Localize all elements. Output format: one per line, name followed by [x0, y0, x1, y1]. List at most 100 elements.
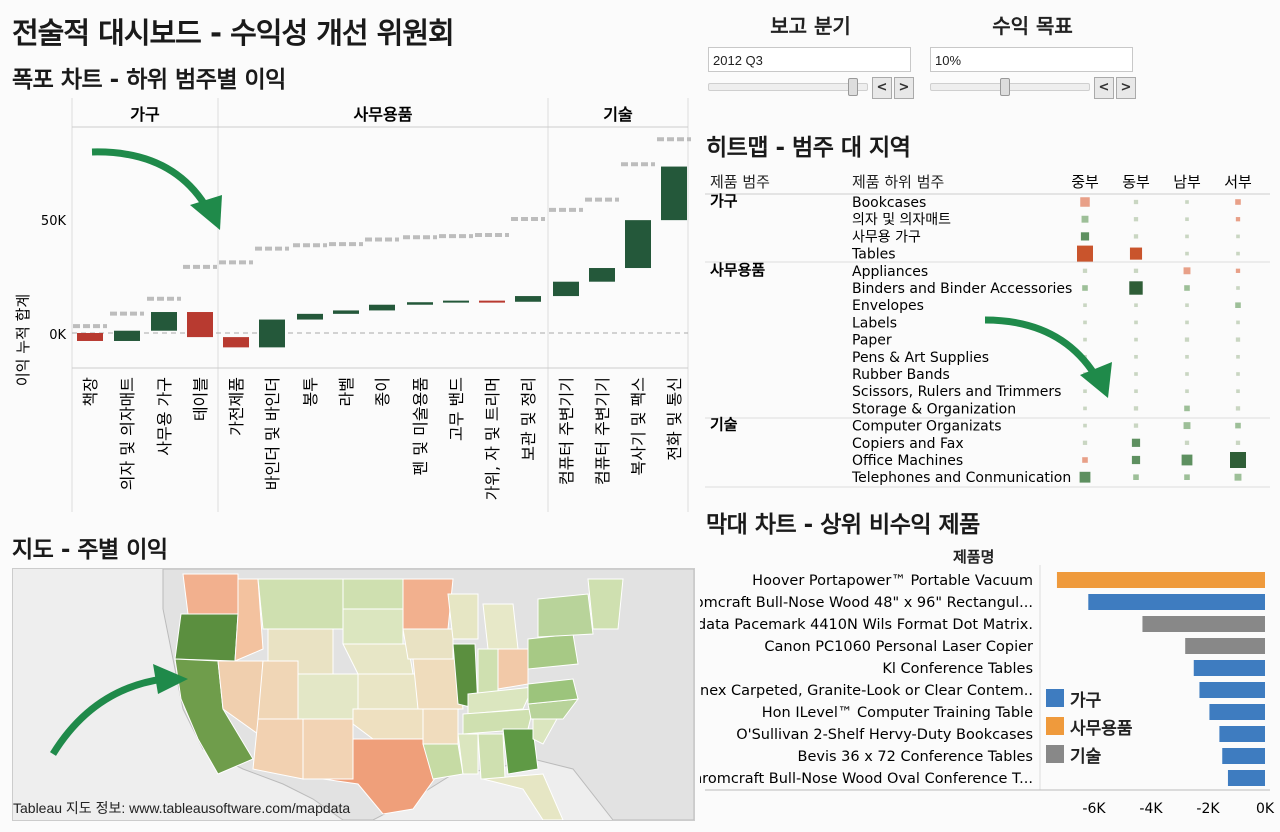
heatmap-cell[interactable]: [1083, 354, 1087, 359]
map-state-va[interactable]: [527, 678, 579, 705]
waterfall-bar[interactable]: [223, 337, 249, 348]
heatmap-cell[interactable]: [1185, 389, 1189, 394]
waterfall-bar[interactable]: [443, 300, 469, 303]
heatmap-cell[interactable]: [1083, 303, 1087, 308]
heatmap-cell[interactable]: [1133, 474, 1139, 480]
waterfall-bar[interactable]: [661, 166, 687, 221]
heatmap-cell[interactable]: [1080, 197, 1090, 207]
report-quarter-next-button[interactable]: >: [894, 77, 914, 99]
heatmap-cell[interactable]: [1083, 423, 1087, 428]
heatmap-cell[interactable]: [1236, 251, 1240, 256]
barchart-bar[interactable]: [1088, 594, 1265, 610]
heatmap-cell[interactable]: [1081, 215, 1089, 223]
heatmap-cell[interactable]: [1133, 217, 1139, 222]
heatmap-cell[interactable]: [1236, 372, 1240, 376]
waterfall-bar[interactable]: [187, 312, 213, 338]
map-state-id[interactable]: [234, 578, 264, 662]
heatmap-cell[interactable]: [1184, 337, 1190, 342]
waterfall-bar[interactable]: [625, 220, 651, 269]
heatmap-cell[interactable]: [1129, 281, 1143, 295]
heatmap-cell[interactable]: [1185, 251, 1189, 256]
profit-target-slider-thumb[interactable]: [1000, 78, 1010, 96]
heatmap-cell[interactable]: [1131, 438, 1141, 447]
heatmap-cell[interactable]: [1134, 337, 1138, 342]
profit-target-input[interactable]: 10%: [930, 47, 1133, 72]
heatmap-cell[interactable]: [1183, 267, 1191, 275]
report-quarter-input[interactable]: 2012 Q3: [708, 47, 911, 72]
heatmap-cell[interactable]: [1185, 200, 1189, 204]
profit-target-next-button[interactable]: >: [1116, 77, 1136, 99]
map-state-ne-states[interactable]: [587, 578, 624, 630]
heatmap-cell[interactable]: [1133, 423, 1139, 428]
heatmap-cell[interactable]: [1082, 457, 1088, 463]
heatmap-cell[interactable]: [1133, 234, 1139, 239]
barchart-bar[interactable]: [1227, 770, 1265, 786]
map-state-ky[interactable]: [467, 686, 534, 715]
heatmap-cell[interactable]: [1134, 320, 1138, 325]
heatmap-cell[interactable]: [1133, 268, 1139, 273]
barchart-bar[interactable]: [1199, 682, 1265, 698]
heatmap-cell[interactable]: [1082, 268, 1088, 273]
barchart-bar[interactable]: [1056, 572, 1265, 588]
report-quarter-slider-thumb[interactable]: [848, 78, 858, 96]
waterfall-bar[interactable]: [515, 296, 541, 302]
heatmap-cell[interactable]: [1129, 247, 1143, 260]
heatmap-cell[interactable]: [1184, 440, 1190, 445]
heatmap-cell[interactable]: [1083, 320, 1087, 325]
waterfall-bar[interactable]: [297, 313, 323, 320]
heatmap-cell[interactable]: [1236, 354, 1240, 359]
waterfall-bar[interactable]: [114, 330, 140, 341]
heatmap-cell[interactable]: [1236, 234, 1240, 239]
heatmap-cell[interactable]: [1133, 406, 1139, 411]
heatmap-cell[interactable]: [1185, 234, 1189, 239]
heatmap-cell[interactable]: [1083, 372, 1087, 376]
heatmap-cell[interactable]: [1083, 389, 1087, 394]
heatmap-cell[interactable]: [1181, 454, 1193, 466]
waterfall-bar[interactable]: [479, 300, 505, 303]
heatmap-cell[interactable]: [1083, 406, 1087, 411]
legend-item-furniture[interactable]: 가구: [1046, 684, 1133, 712]
map-state-ms[interactable]: [457, 733, 479, 775]
heatmap-cell[interactable]: [1236, 320, 1240, 325]
heatmap-cell[interactable]: [1184, 285, 1190, 291]
legend-item-office[interactable]: 사무용품: [1046, 712, 1133, 740]
heatmap-cell[interactable]: [1184, 474, 1190, 480]
heatmap-cell[interactable]: [1079, 471, 1091, 483]
heatmap-cell[interactable]: [1134, 389, 1138, 394]
waterfall-bar[interactable]: [407, 302, 433, 305]
heatmap-cell[interactable]: [1082, 285, 1088, 291]
heatmap-cell[interactable]: [1185, 320, 1189, 325]
map-state-ny[interactable]: [537, 593, 594, 638]
waterfall-bar[interactable]: [77, 333, 103, 341]
profit-target-slider-track[interactable]: [930, 83, 1090, 91]
heatmap-cell[interactable]: [1235, 268, 1241, 273]
heatmap-cell[interactable]: [1235, 422, 1241, 429]
waterfall-bar[interactable]: [151, 312, 177, 331]
heatmap-cell[interactable]: [1082, 440, 1088, 445]
heatmap-cell[interactable]: [1185, 303, 1189, 308]
heatmap-cell[interactable]: [1134, 372, 1138, 376]
barchart-bar[interactable]: [1142, 616, 1265, 632]
legend-item-tech[interactable]: 기술: [1046, 740, 1133, 768]
heatmap-cell[interactable]: [1235, 337, 1241, 342]
waterfall-bar[interactable]: [259, 319, 285, 348]
map-state-fl[interactable]: [482, 773, 564, 820]
map-state-ga[interactable]: [502, 728, 539, 775]
heatmap-cell[interactable]: [1230, 452, 1246, 468]
heatmap-cell[interactable]: [1184, 405, 1190, 412]
heatmap-cell[interactable]: [1235, 217, 1241, 222]
waterfall-bar[interactable]: [553, 281, 579, 297]
heatmap-cell[interactable]: [1185, 372, 1189, 376]
waterfall-bar[interactable]: [369, 304, 395, 311]
heatmap-cell[interactable]: [1134, 354, 1138, 359]
heatmap-cell[interactable]: [1185, 354, 1189, 359]
barchart-bar[interactable]: [1222, 748, 1265, 764]
heatmap-cell[interactable]: [1236, 286, 1240, 290]
heatmap-cell[interactable]: [1131, 455, 1141, 465]
heatmap-cell[interactable]: [1134, 303, 1138, 308]
state-profit-map[interactable]: Tableau 지도 정보: www.tableausoftware.com/m…: [12, 568, 695, 821]
heatmap-cell[interactable]: [1235, 406, 1241, 411]
barchart-bar[interactable]: [1193, 660, 1265, 676]
report-quarter-slider-track[interactable]: [708, 83, 868, 91]
profit-target-prev-button[interactable]: <: [1094, 77, 1114, 99]
